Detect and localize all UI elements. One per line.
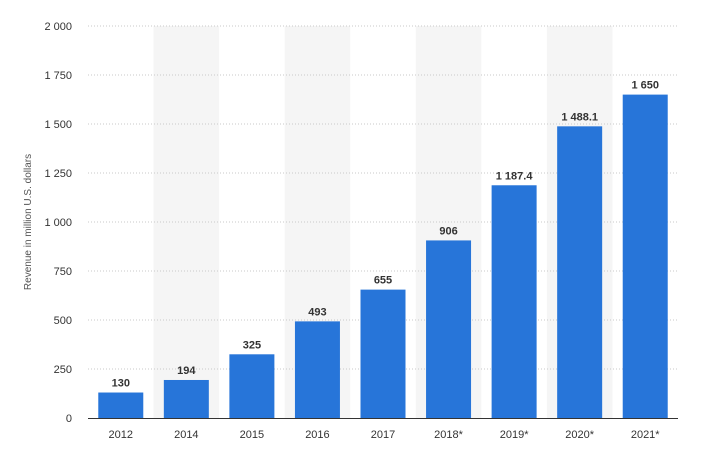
y-tick-label: 1 500 [44, 119, 72, 131]
y-tick-label: 2 000 [44, 21, 72, 33]
x-tick-label: 2018* [434, 429, 463, 441]
bar [98, 392, 144, 418]
data-label: 325 [243, 339, 261, 351]
x-tick-label: 2021* [631, 429, 660, 441]
y-tick-label: 1 000 [44, 217, 72, 229]
data-label: 130 [112, 378, 130, 390]
bar [294, 321, 340, 418]
x-tick-label: 2020* [565, 429, 594, 441]
bar [491, 185, 537, 418]
data-label: 194 [177, 365, 196, 377]
x-tick-label: 2017 [371, 429, 395, 441]
bar [622, 94, 668, 418]
y-tick-label: 0 [66, 413, 72, 425]
x-tick-label: 2019* [500, 429, 529, 441]
data-label: 493 [308, 306, 326, 318]
x-tick-label: 2014 [174, 429, 198, 441]
data-label: 655 [374, 275, 392, 287]
data-label: 1 187.4 [496, 170, 534, 182]
bar [229, 354, 275, 418]
data-label: 906 [439, 225, 457, 237]
data-label: 1 488.1 [561, 111, 598, 123]
x-axis-ticks: 2012 2014 2015 2016 2017 2018* 2019* 2020* 2021* [109, 429, 661, 441]
x-tick-label: 2015 [240, 429, 264, 441]
x-tick-label: 2016 [305, 429, 329, 441]
bar [557, 126, 603, 418]
data-label: 1 650 [631, 80, 659, 92]
bar [163, 379, 209, 418]
y-tick-label: 250 [54, 364, 72, 376]
y-axis-ticks: 0 250 500 750 1 000 1 250 1 500 1 750 2 000 [44, 21, 72, 425]
data-labels: 130 194 325 493 655 906 1 187.4 1 488.1 1 650 [112, 80, 659, 390]
y-tick-label: 1 750 [44, 70, 72, 82]
y-tick-label: 1 250 [44, 168, 72, 180]
x-tick-label: 2012 [109, 429, 133, 441]
y-tick-label: 500 [54, 315, 72, 327]
bar [360, 289, 406, 418]
y-axis-label: Revenue in million U.S. dollars [23, 154, 34, 290]
bar [426, 240, 472, 418]
y-tick-label: 750 [54, 266, 72, 278]
bars [98, 94, 668, 418]
